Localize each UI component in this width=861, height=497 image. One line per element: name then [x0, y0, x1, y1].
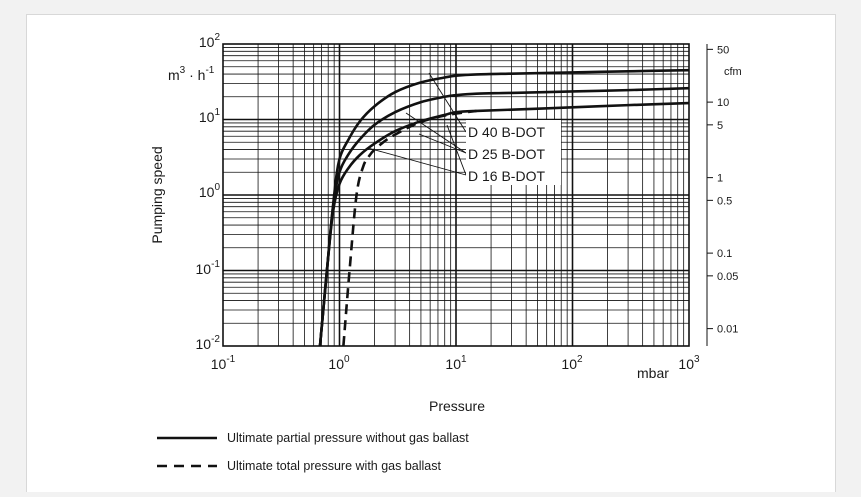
cfm-tick-label: 0.01: [717, 324, 738, 336]
cfm-tick-label: 0.05: [717, 271, 738, 283]
y-tick-label: 10-2: [196, 334, 221, 352]
cfm-unit-label: cfm: [724, 66, 742, 78]
plot-frame: [222, 43, 690, 347]
x-tick-label: 10-1: [211, 354, 236, 372]
leader-d25-b: [418, 133, 467, 154]
y-tick-labels: 102 101 100 10-1 10-2: [196, 32, 221, 352]
y-tick-label: 100: [199, 182, 221, 200]
y-tick-label: 10-1: [196, 259, 221, 277]
x-tick-label: 100: [328, 354, 350, 372]
cfm-tick-label: 10: [717, 97, 729, 109]
legend-dashed-label: Ultimate total pressure with gas ballast: [227, 459, 442, 473]
y-tick-label: 101: [199, 107, 221, 125]
cfm-tick-label: 5: [717, 120, 723, 132]
chart-card: D 40 B-DOT D 25 B-DOT D 16 B-DOT 102 101…: [26, 14, 836, 492]
cfm-tick-label: 50: [717, 44, 729, 56]
series-line-d-16-b-dot-gas-ballast: [342, 109, 477, 347]
annotation-box: [466, 120, 561, 185]
series-line-d-40-b-dot: [318, 68, 690, 347]
cfm-tick-label: 0.5: [717, 195, 732, 207]
leader-d40: [428, 72, 467, 133]
series-line-d-16-b-dot: [318, 101, 690, 347]
leader-d16-b: [446, 124, 467, 176]
annotation-d40: D 40 B-DOT: [468, 124, 545, 140]
legend: Ultimate partial pressure without gas ba…: [157, 431, 469, 473]
legend-solid-label: Ultimate partial pressure without gas ba…: [227, 431, 469, 445]
annotation-d16: D 16 B-DOT: [468, 168, 545, 184]
pumping-speed-chart: D 40 B-DOT D 25 B-DOT D 16 B-DOT 102 101…: [149, 32, 742, 473]
x-tick-label: 103: [678, 354, 700, 372]
series-layer: [318, 68, 690, 347]
series-line-d-25-b-dot: [318, 86, 690, 347]
x-axis-title: Pressure: [429, 398, 485, 414]
x-tick-label: 101: [445, 354, 467, 372]
x-tick-labels: 10-1 100 101 102 103: [211, 354, 700, 372]
x-tick-label: 102: [561, 354, 583, 372]
cfm-tick-label: 0.1: [717, 248, 732, 260]
x-unit-label: mbar: [637, 365, 669, 381]
y-tick-label: 102: [199, 32, 221, 50]
y-unit-label: m3 · h-1: [168, 65, 215, 83]
leader-d25-a: [405, 112, 467, 154]
cfm-tick-label: 1: [717, 173, 723, 185]
leader-d16-a: [367, 147, 467, 176]
annotation-leaders: [367, 72, 467, 176]
y-axis-title: Pumping speed: [149, 146, 165, 243]
cfm-ticks: 50 10 5 1 0.5 0.1 0.05 0.01: [707, 44, 738, 336]
annotation-d25: D 25 B-DOT: [468, 146, 545, 162]
grid: [223, 44, 689, 346]
